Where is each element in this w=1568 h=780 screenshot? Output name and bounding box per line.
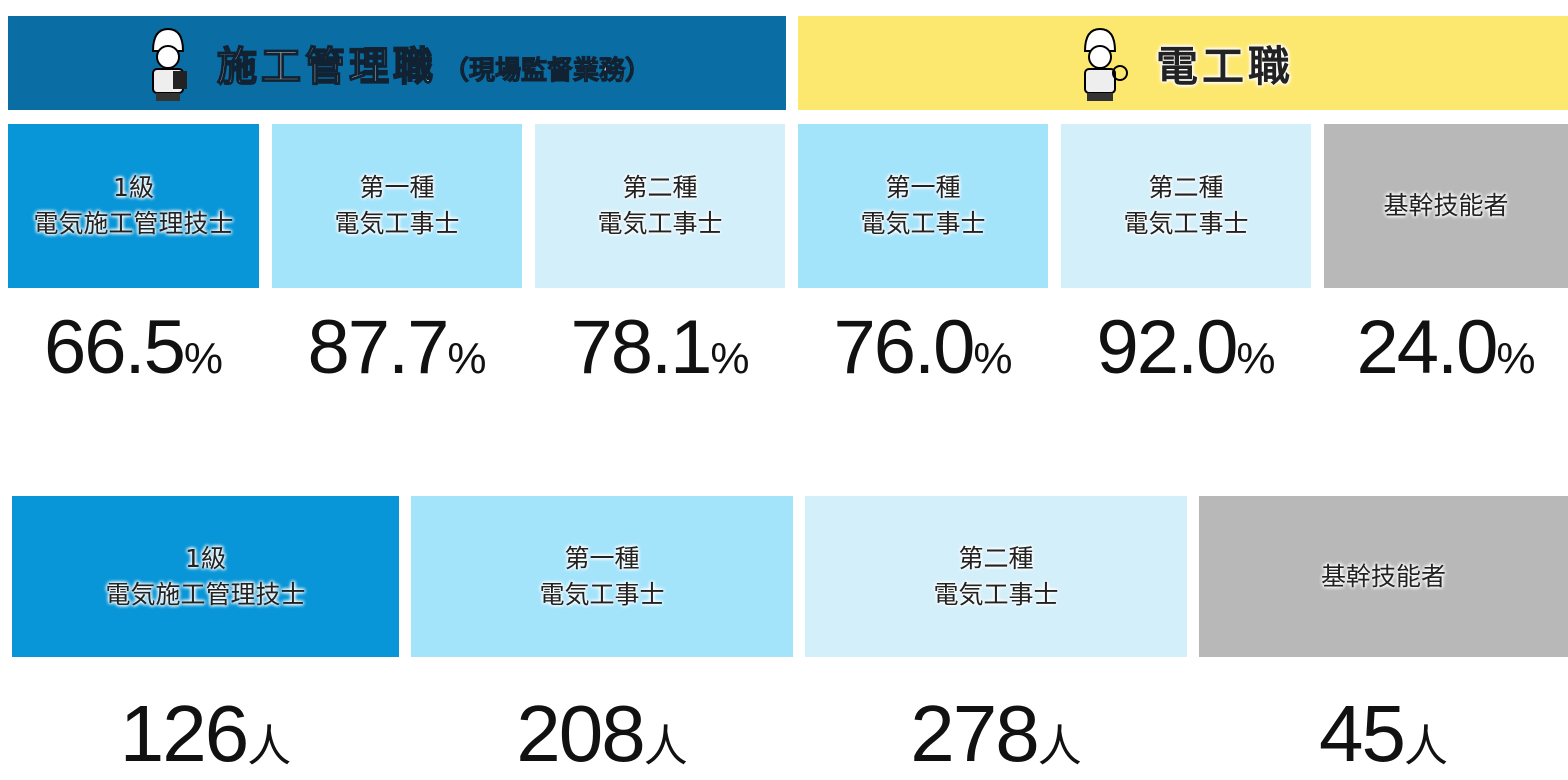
card: 第一種電気工事士 [798,124,1048,288]
card-label: 第二種 [622,170,697,206]
card: 第二種電気工事士 [805,496,1187,657]
value-unit: 人 [247,722,291,771]
value: 126人 [12,688,399,780]
value-unit: 人 [644,722,688,771]
value-number: 76.0 [833,305,973,390]
card-label: 電気施工管理技士 [33,206,233,242]
value-unit: % [973,334,1012,383]
card-label: 電気工事士 [860,206,985,242]
value: 92.0% [1061,304,1311,391]
value: 78.1% [535,304,785,391]
value-unit: 人 [1404,722,1448,771]
card-label: 第一種 [564,541,639,577]
value-number: 66.5 [44,305,184,390]
value: 278人 [805,688,1187,780]
value: 66.5% [8,304,259,391]
card-label: 基幹技能者 [1321,559,1446,595]
value-unit: 人 [1038,722,1082,771]
card-label: 第二種 [958,541,1033,577]
header-title: 電工職 [1156,33,1294,94]
value-unit: % [1236,334,1275,383]
card-label: 第二種 [1148,170,1223,206]
card-label: 基幹技能者 [1383,188,1508,224]
card-label: 電気工事士 [597,206,722,242]
card: 第一種電気工事士 [411,496,793,657]
value-number: 78.1 [570,305,710,390]
card-label: 1級 [113,170,154,206]
card: 第二種電気工事士 [1061,124,1311,288]
card-label: 第一種 [885,170,960,206]
worker-icon [1072,23,1128,103]
card-label: 電気工事士 [334,206,459,242]
value: 87.7% [272,304,522,391]
card: 基幹技能者 [1199,496,1568,657]
card: 1級電気施工管理技士 [12,496,399,657]
card: 基幹技能者 [1324,124,1568,288]
value-number: 24.0 [1356,305,1496,390]
card-label: 電気工事士 [539,577,664,613]
page: 施工管理職 （現場監督業務） 電工職 1級電気施工管理技士66.5%第一種電気工… [0,0,1568,765]
card: 第二種電気工事士 [535,124,785,288]
card-label: 第一種 [359,170,434,206]
header-title: 施工管理職 [217,34,437,92]
value: 76.0% [798,304,1048,391]
worker-icon [143,23,193,103]
value-number: 87.7 [307,305,447,390]
value-unit: % [184,334,223,383]
value-unit: % [710,334,749,383]
card-label: 電気施工管理技士 [105,577,305,613]
card: 1級電気施工管理技士 [8,124,259,288]
value: 45人 [1199,688,1568,780]
value-unit: % [447,334,486,383]
card-label: 1級 [185,541,226,577]
header-left: 施工管理職 （現場監督業務） [8,16,786,110]
card: 第一種電気工事士 [272,124,522,288]
header-right: 電工職 [798,16,1568,110]
value: 24.0% [1324,304,1568,391]
header-subtitle: （現場監督業務） [443,50,651,87]
card-label: 電気工事士 [933,577,1058,613]
value-unit: % [1496,334,1535,383]
card-label: 電気工事士 [1123,206,1248,242]
value: 208人 [411,688,793,780]
value-number: 92.0 [1096,305,1236,390]
